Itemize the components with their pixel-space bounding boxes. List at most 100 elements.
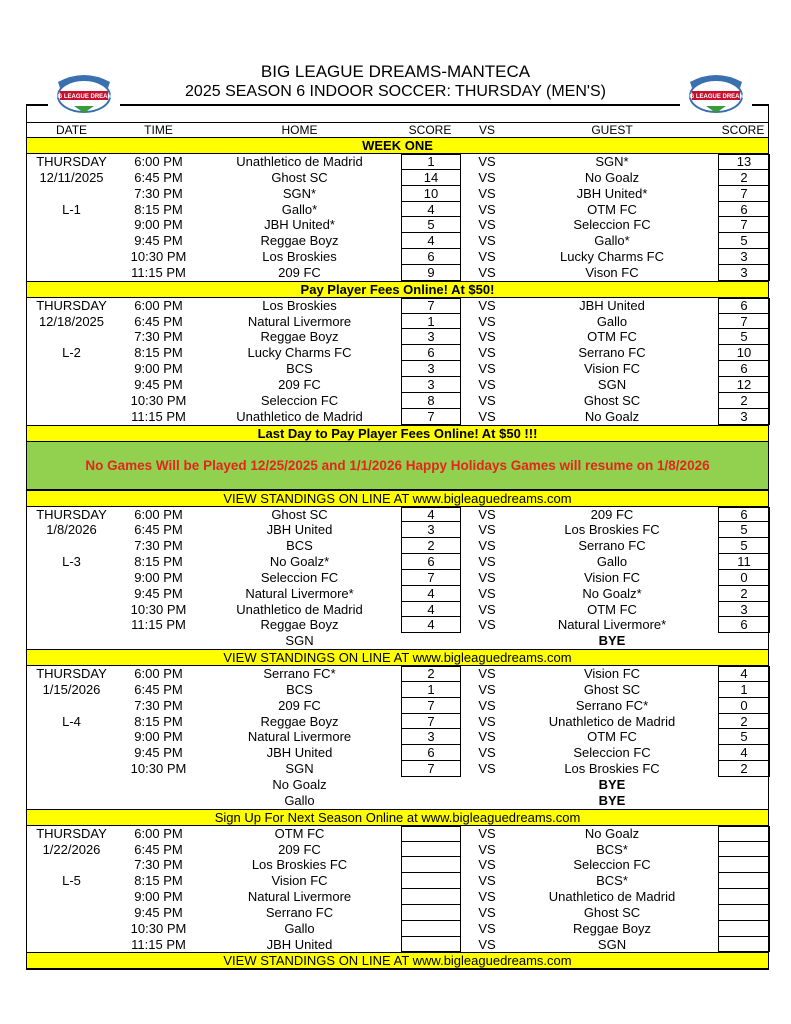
home-team: BCS: [286, 538, 313, 554]
bye-team: SGN: [285, 633, 314, 649]
bye-team: Gallo: [284, 792, 315, 808]
home-score: [401, 936, 461, 953]
game-time: 10:30 PM: [130, 920, 187, 936]
column-header-row: DATE TIME HOME SCORE VS GUEST SCORE: [27, 123, 768, 137]
vs-label: VS: [478, 713, 496, 729]
home-score: 8: [401, 392, 461, 409]
game-row: 7:30 PM SGN* 10 VS JBH United* 7: [27, 185, 770, 202]
game-row: 9:00 PM Natural Livermore 3 VS OTM FC 5: [27, 729, 770, 746]
home-team: Seleccion FC: [260, 392, 339, 408]
week-label: L-1: [62, 201, 81, 217]
home-score: 4: [401, 506, 461, 523]
game-row: 11:15 PM Reggae Boyz 4 VS Natural Livermore*…: [27, 617, 770, 634]
vs-label: VS: [478, 297, 496, 313]
game-time: 8:15 PM: [134, 873, 183, 889]
home-score: 3: [401, 376, 461, 393]
home-score: 7: [401, 761, 461, 777]
home-team: SGN*: [282, 185, 317, 201]
vs-label: VS: [478, 857, 496, 873]
guest-team: OTM FC: [587, 329, 637, 345]
week-label: L-4: [62, 713, 81, 729]
game-row: THURSDAY 6:00 PM Los Broskies 7 VS JBH United…: [27, 297, 770, 314]
guest-team: Ghost SC: [583, 681, 641, 697]
bye-row: No Goalz BYE: [27, 777, 768, 793]
guest-score: 3: [718, 601, 770, 618]
home-team: BCS: [286, 361, 313, 377]
vs-label: VS: [478, 329, 496, 345]
home-team: JBH United: [266, 522, 333, 538]
game-row: L-4 8:15 PM Reggae Boyz 7 VS Unathletico de M…: [27, 713, 770, 730]
home-team: Reggae Boyz: [260, 329, 339, 345]
home-score: 4: [401, 601, 461, 618]
game-row: 9:00 PM Seleccion FC 7 VS Vision FC 0: [27, 569, 770, 586]
home-team: Unathletico de Madrid: [236, 408, 363, 424]
vs-label: VS: [478, 408, 496, 424]
home-score: 7: [401, 697, 461, 714]
vs-label: VS: [478, 201, 496, 217]
col-home-score: SCORE: [408, 123, 452, 137]
week-day: THURSDAY: [36, 666, 107, 682]
guest-team: Seleccion FC: [573, 857, 651, 873]
home-team: BCS: [286, 681, 313, 697]
home-team: OTM FC: [274, 825, 325, 841]
home-score: [401, 920, 461, 937]
guest-team: Ghost SC: [583, 904, 641, 920]
home-score: 7: [401, 408, 461, 425]
week-day: THURSDAY: [36, 825, 107, 841]
game-time: 9:45 PM: [134, 904, 183, 920]
home-score: 9: [401, 264, 461, 281]
vs-label: VS: [478, 361, 496, 377]
game-time: 10:30 PM: [130, 249, 187, 265]
game-row: 1/15/2026 6:45 PM BCS 1 VS Ghost SC 1: [27, 681, 770, 698]
home-score: 6: [401, 345, 461, 362]
home-team: Serrano FC: [265, 904, 334, 920]
guest-score: 6: [718, 361, 770, 377]
game-row: 11:15 PM Unathletico de Madrid 7 VS No Goalz…: [27, 408, 770, 425]
vs-label: VS: [478, 920, 496, 936]
week-date: 1/8/2026: [46, 522, 97, 538]
vs-label: VS: [478, 154, 496, 169]
guest-score: 6: [718, 506, 770, 523]
home-score: 4: [401, 233, 461, 250]
home-score: [401, 904, 461, 921]
guest-score: 7: [718, 313, 770, 330]
bye-team: No Goalz: [272, 777, 327, 792]
home-team: 209 FC: [278, 376, 321, 392]
home-score: 4: [401, 201, 461, 218]
guest-score: 11: [718, 554, 770, 570]
home-team: JBH United: [266, 745, 333, 761]
vs-label: VS: [478, 873, 496, 889]
banner: Sign Up For Next Season Online at www.bi…: [27, 808, 768, 826]
guest-score: 0: [718, 569, 770, 586]
vs-label: VS: [478, 538, 496, 554]
col-time: TIME: [144, 123, 173, 137]
game-row: 10:30 PM Unathletico de Madrid 4 VS OTM FC 3: [27, 601, 770, 618]
guest-team: JBH United: [579, 297, 645, 313]
home-team: Natural Livermore: [247, 889, 352, 905]
game-row: 10:30 PM Seleccion FC 8 VS Ghost SC 2: [27, 392, 770, 409]
vs-label: VS: [478, 666, 496, 682]
home-team: No Goalz*: [269, 554, 330, 570]
bye-label: BYE: [598, 792, 626, 808]
game-row: 9:45 PM Natural Livermore* 4 VS No Goalz* 2: [27, 585, 770, 602]
vs-label: VS: [478, 761, 496, 777]
col-guest-score: SCORE: [721, 123, 765, 137]
guest-team: Serrano FC: [578, 538, 646, 554]
vs-label: VS: [478, 729, 496, 745]
game-time: 11:15 PM: [131, 617, 186, 633]
guest-team: Lucky Charms FC: [559, 249, 665, 265]
guest-score: 10: [718, 345, 770, 362]
guest-score: 2: [718, 392, 770, 409]
guest-team: OTM FC: [587, 601, 637, 617]
home-score: 3: [401, 729, 461, 746]
vs-label: VS: [478, 233, 496, 249]
home-score: 14: [401, 169, 461, 186]
guest-team: Unathletico de Madrid: [548, 713, 676, 729]
guest-score: 1: [718, 681, 770, 698]
week-day: THURSDAY: [36, 154, 107, 169]
bye-label: BYE: [598, 777, 626, 792]
game-row: 9:45 PM JBH United 6 VS Seleccion FC 4: [27, 745, 770, 762]
guest-score: 6: [718, 617, 770, 634]
guest-team: Vision FC: [583, 361, 641, 377]
guest-score: 5: [718, 729, 770, 746]
